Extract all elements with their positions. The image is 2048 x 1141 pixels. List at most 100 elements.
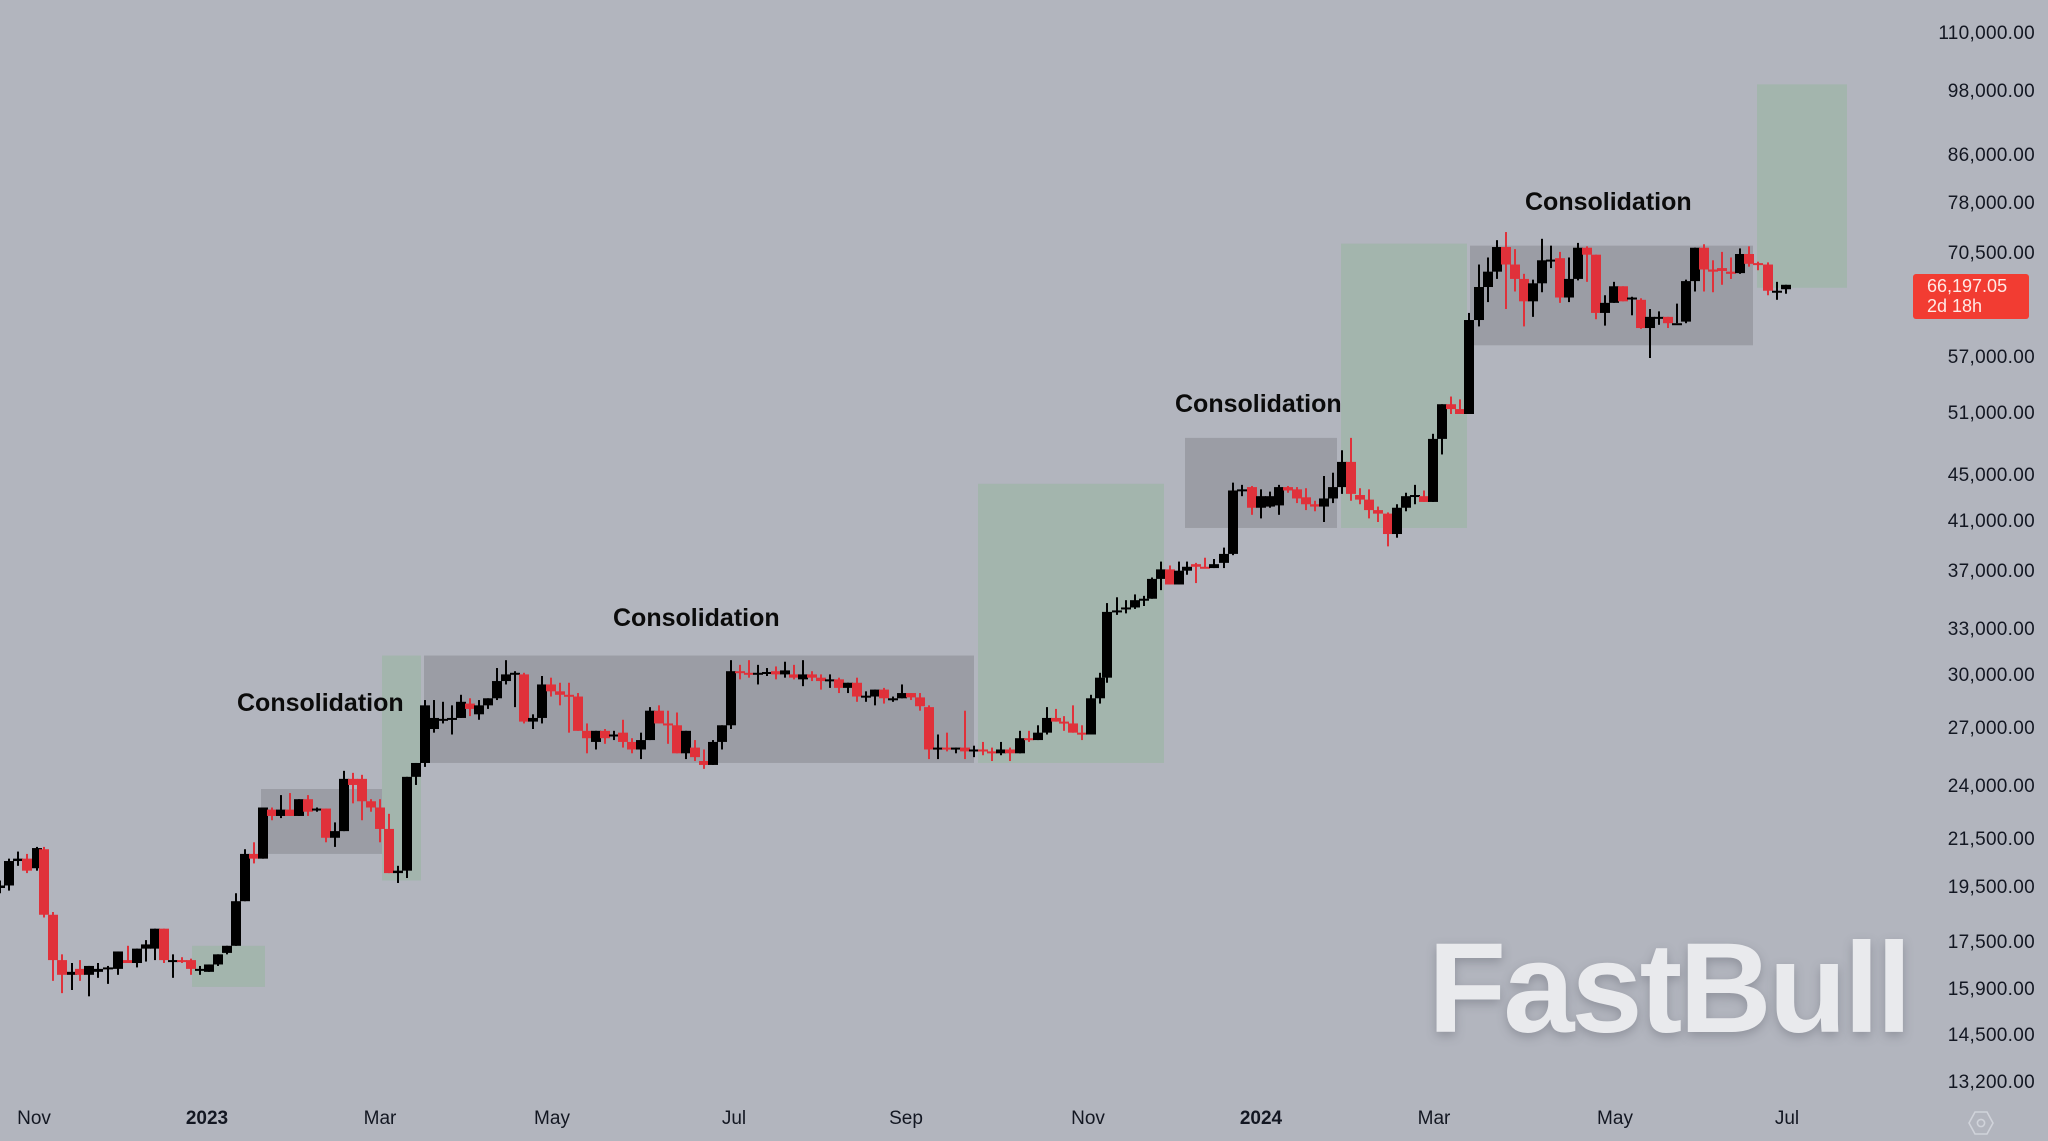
candle-up	[645, 707, 655, 741]
candle-up	[1086, 694, 1096, 735]
candle-down	[1024, 730, 1034, 742]
watermark-logo: FastBull	[1428, 917, 1912, 1060]
consolidation-label: Consolidation	[1525, 188, 1692, 216]
candle-down	[1200, 557, 1210, 569]
candle-up	[483, 698, 493, 709]
candle-down	[177, 957, 187, 964]
candle-up	[438, 701, 448, 724]
candle-up	[1645, 309, 1655, 358]
candle-up	[93, 963, 103, 978]
candle-down	[852, 677, 862, 702]
candle-down	[1699, 244, 1709, 292]
candle-up	[330, 822, 340, 847]
candle-up	[411, 762, 421, 785]
price-tick-label: 14,500.00	[1947, 1025, 2035, 1046]
candle-down	[348, 772, 358, 804]
candle-up	[1690, 247, 1700, 292]
candle-down	[375, 799, 385, 843]
candle-up	[933, 734, 943, 760]
candle-up	[103, 965, 113, 984]
candle-up	[13, 851, 23, 866]
candle-up	[1182, 561, 1192, 575]
candle-down	[1383, 512, 1393, 547]
candle-down	[1283, 485, 1293, 493]
candle-down	[39, 846, 49, 918]
price-tick-label: 15,900.00	[1947, 979, 2035, 1000]
time-tick-label: 2023	[185, 1108, 229, 1129]
candle-up	[762, 668, 772, 676]
candle-down	[834, 677, 844, 694]
candle-up	[1428, 433, 1438, 502]
candle-up	[636, 732, 646, 760]
candle-up	[825, 674, 835, 688]
candle-down	[57, 954, 67, 994]
candle-down	[321, 808, 331, 843]
candle-down	[690, 740, 700, 762]
candle-down	[1744, 246, 1754, 267]
candle-down	[75, 960, 85, 981]
candle-up	[780, 661, 790, 678]
candle-down	[1446, 396, 1456, 414]
candle-down	[1165, 565, 1175, 585]
candle-down	[654, 705, 664, 724]
candle-up	[1772, 281, 1782, 300]
candle-up	[1237, 484, 1247, 497]
candle-down	[1301, 488, 1311, 511]
candle-down	[600, 729, 610, 744]
candle-down	[1501, 232, 1511, 310]
candle-up	[1735, 248, 1745, 274]
candle-up	[1492, 240, 1502, 279]
candle-down	[366, 799, 376, 812]
candle-up	[726, 660, 736, 729]
candle-up	[213, 954, 223, 966]
candle-down	[159, 928, 169, 964]
candle-down	[672, 712, 682, 754]
candle-up	[1139, 595, 1149, 606]
bar-countdown: 2d 18h	[1927, 296, 1983, 316]
candle-up	[258, 807, 268, 859]
candle-down	[1636, 298, 1646, 329]
candle-down	[1355, 488, 1365, 505]
candle-down	[1717, 251, 1727, 285]
time-tick-label: May	[534, 1108, 570, 1129]
time-tick-label: Nov	[1071, 1108, 1105, 1129]
candle-up	[67, 963, 77, 990]
candle-down	[48, 912, 58, 981]
candle-down	[1618, 286, 1628, 302]
time-tick-label: May	[1597, 1108, 1633, 1129]
time-tick-label: Nov	[17, 1108, 51, 1129]
candle-down	[789, 664, 799, 680]
candle-up	[312, 807, 322, 812]
price-tick-label: 45,000.00	[1947, 465, 2035, 486]
candle-up	[474, 700, 484, 720]
candle-down	[1419, 490, 1429, 502]
candle-up	[1437, 404, 1447, 455]
candle-down	[465, 698, 475, 717]
candle-up	[204, 964, 214, 972]
candle-up	[528, 714, 538, 729]
candle-up	[429, 700, 439, 733]
candle-down	[384, 813, 394, 874]
candle-up	[1781, 284, 1791, 294]
price-tick-label: 51,000.00	[1947, 403, 2035, 424]
candle-up	[4, 858, 14, 891]
candle-up	[1337, 450, 1347, 494]
chart-settings-button[interactable]	[1968, 1110, 1994, 1136]
candle-up	[1130, 594, 1140, 609]
candle-down	[942, 732, 952, 752]
candle-down	[699, 749, 709, 769]
candle-up	[1033, 725, 1043, 741]
candle-down	[735, 664, 745, 680]
candle-down	[987, 747, 997, 762]
candle-up	[1219, 547, 1229, 569]
candle-down	[519, 672, 529, 724]
candle-up	[168, 954, 178, 978]
candle-down	[1555, 251, 1565, 303]
candle-down	[1510, 249, 1520, 292]
candle-down	[573, 693, 583, 731]
price-tick-label: 70,500.00	[1947, 243, 2035, 264]
candle-down	[906, 693, 916, 701]
price-tick-label: 37,000.00	[1947, 561, 2035, 582]
candle-down	[303, 795, 313, 816]
